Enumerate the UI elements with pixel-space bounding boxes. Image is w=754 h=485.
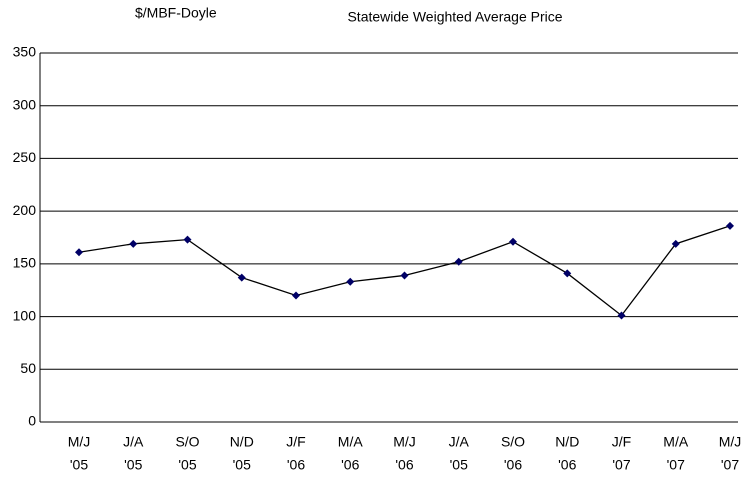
- point-marker: [237, 273, 246, 282]
- point-marker: [400, 271, 409, 280]
- x-tick-label: '05: [70, 457, 88, 473]
- y-tick-label: 150: [13, 255, 37, 271]
- chart-title: Statewide Weighted Average Price: [347, 9, 562, 25]
- y-tick-label: 350: [13, 44, 37, 60]
- x-tick-label: S/O: [175, 434, 199, 450]
- x-tick-label: '05: [178, 457, 196, 473]
- x-tick-label: J/A: [449, 434, 470, 450]
- x-tick-label: '06: [558, 457, 576, 473]
- x-tick-label: J/F: [612, 434, 631, 450]
- y-tick-label: 250: [13, 149, 37, 165]
- x-tick-label: N/D: [230, 434, 254, 450]
- point-marker: [346, 277, 355, 286]
- x-tick-label: '07: [612, 457, 630, 473]
- x-tick-label: M/A: [338, 434, 364, 450]
- y-tick-label: 50: [20, 360, 36, 376]
- x-tick-label: J/A: [123, 434, 144, 450]
- x-tick-label: M/J: [68, 434, 91, 450]
- x-tick-label: S/O: [501, 434, 525, 450]
- point-marker: [292, 291, 300, 300]
- line: [78, 225, 731, 317]
- point-marker: [454, 257, 463, 266]
- y-tick-label: 0: [28, 413, 36, 429]
- y-tick-label: 100: [13, 307, 37, 323]
- y-axis-label: $/MBF-Doyle: [135, 5, 217, 21]
- point-marker: [563, 269, 572, 278]
- x-tick-label: '06: [287, 457, 305, 473]
- y-tick-label: 200: [13, 202, 37, 218]
- x-tick-label: '06: [395, 457, 413, 473]
- point-marker: [129, 239, 138, 248]
- point-marker: [671, 239, 680, 248]
- x-tick-label: M/J: [393, 434, 416, 450]
- point-marker: [509, 237, 517, 246]
- x-tick-label: '06: [341, 457, 359, 473]
- x-tick-label: M/J: [719, 434, 742, 450]
- x-tick-label: M/A: [663, 434, 689, 450]
- point-marker: [183, 235, 192, 244]
- x-tick-label: '07: [667, 457, 685, 473]
- y-tick-label: 300: [13, 96, 37, 112]
- x-tick-label: '05: [233, 457, 251, 473]
- point-marker: [617, 311, 626, 320]
- x-tick-label: '05: [450, 457, 468, 473]
- x-tick-label: N/D: [555, 434, 579, 450]
- point-marker: [726, 221, 734, 230]
- x-tick-label: J/F: [286, 434, 305, 450]
- x-tick-label: '05: [124, 457, 142, 473]
- x-tick-label: '07: [721, 457, 739, 473]
- point-marker: [75, 248, 83, 257]
- x-tick-label: '06: [504, 457, 522, 473]
